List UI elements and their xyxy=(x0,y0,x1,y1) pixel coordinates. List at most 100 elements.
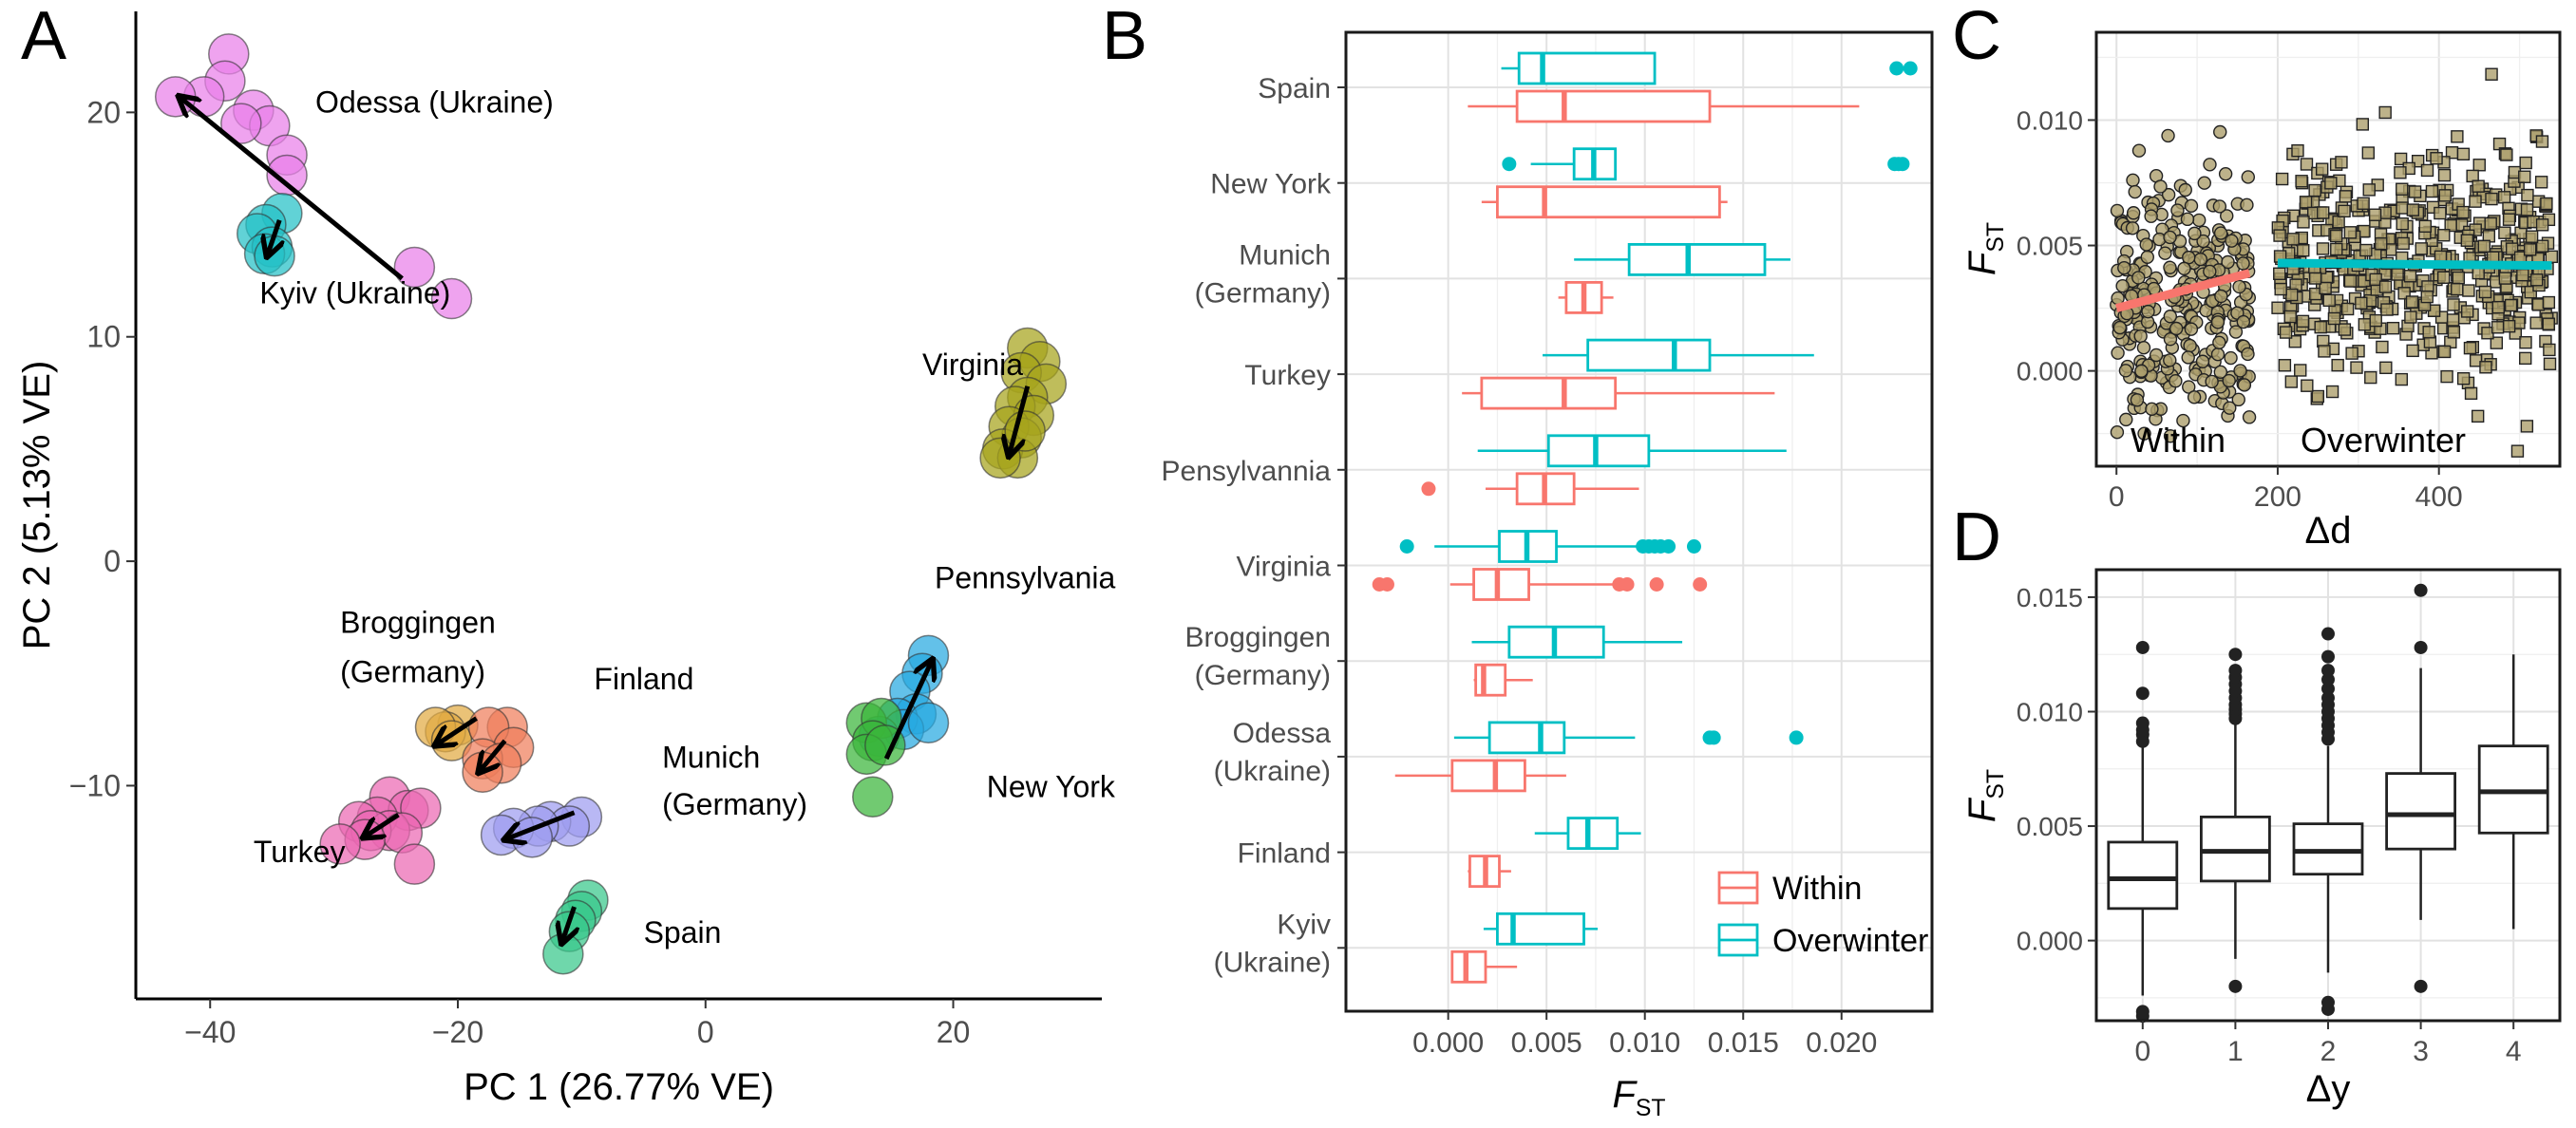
point-overwinter xyxy=(2500,148,2513,161)
x-tick-label: −40 xyxy=(184,1015,236,1049)
point-overwinter xyxy=(2273,229,2286,242)
point-overwinter xyxy=(2440,369,2453,384)
point-overwinter xyxy=(2540,197,2553,211)
point-within xyxy=(2231,392,2245,407)
category-label: Turkey xyxy=(1244,360,1331,391)
box-iqr xyxy=(1480,376,1618,410)
point-overwinter xyxy=(2420,163,2434,178)
point-overwinter xyxy=(2394,166,2407,179)
point-overwinter xyxy=(2406,203,2420,216)
outlier-point xyxy=(2135,640,2150,654)
point-within xyxy=(2163,310,2178,324)
box-iqr xyxy=(1450,949,1487,984)
point-within xyxy=(2177,261,2191,276)
point-within xyxy=(2169,321,2184,336)
outlier-point xyxy=(2414,640,2428,654)
point-overwinter xyxy=(2484,216,2497,231)
point-within xyxy=(2212,199,2227,214)
point-overwinter xyxy=(2469,195,2482,208)
point-overwinter xyxy=(2361,146,2376,160)
point-overwinter xyxy=(2362,183,2376,197)
point-new-york xyxy=(852,776,894,818)
point-kyiv-ukraine- xyxy=(254,235,295,277)
category-label: (Germany) xyxy=(1195,660,1331,691)
arrow-spain xyxy=(562,906,575,943)
group-label: (Germany) xyxy=(662,787,807,821)
point-overwinter xyxy=(2485,67,2498,81)
point-within xyxy=(2141,304,2155,319)
point-finland xyxy=(462,751,503,794)
point-overwinter xyxy=(2434,206,2447,220)
point-overwinter xyxy=(2329,229,2343,243)
point-within xyxy=(2241,170,2256,184)
point-overwinter xyxy=(2403,270,2417,283)
outlier-point xyxy=(1619,577,1635,592)
plot-frame xyxy=(1344,30,1934,1013)
outlier-point xyxy=(1661,539,1676,554)
outlier-point xyxy=(1693,577,1708,592)
point-overwinter xyxy=(2311,389,2325,404)
point-overwinter xyxy=(2437,229,2451,242)
point-overwinter xyxy=(2284,375,2299,388)
point-within xyxy=(2161,187,2176,202)
point-overwinter xyxy=(2356,118,2370,131)
point-overwinter xyxy=(2291,144,2304,158)
point-overwinter xyxy=(2519,335,2532,349)
panel-b-letter: B xyxy=(1102,0,1147,74)
point-overwinter xyxy=(2325,385,2339,399)
point-overwinter xyxy=(2498,272,2512,285)
point-overwinter xyxy=(2406,344,2419,358)
panel-b-fst-boxplots: 0.000 0.005 0.010 0.015 0.020 Spain New York Mu… xyxy=(1162,30,1934,1121)
x-tick-label: 0.000 xyxy=(1412,1027,1484,1059)
annotation-within: Within xyxy=(2131,421,2226,460)
arrow-odessa-ukraine- xyxy=(180,97,404,281)
box-iqr xyxy=(1496,912,1585,946)
point-overwinter xyxy=(2271,301,2284,314)
legend-label: Overwinter xyxy=(1772,923,1928,959)
y-tick-label: 20 xyxy=(86,95,121,129)
point-overwinter xyxy=(2478,285,2492,299)
point-within xyxy=(2126,173,2140,187)
point-overwinter xyxy=(2273,267,2286,280)
point-within xyxy=(2228,325,2244,339)
point-overwinter xyxy=(2456,372,2471,385)
point-within xyxy=(2134,364,2149,378)
point-overwinter xyxy=(2359,243,2373,257)
point-overwinter xyxy=(2437,345,2452,359)
point-overwinter xyxy=(2379,361,2393,374)
point-within xyxy=(2136,341,2151,355)
point-within xyxy=(2178,182,2192,197)
outlier-point xyxy=(2321,627,2335,641)
point-within xyxy=(2193,252,2207,267)
point-within xyxy=(2182,380,2196,394)
arrow-kyiv-ukraine- xyxy=(267,219,279,256)
point-overwinter xyxy=(2460,234,2474,247)
point-overwinter xyxy=(2463,341,2477,355)
point-within xyxy=(2182,250,2196,265)
box-iqr xyxy=(1474,663,1507,697)
x-tick-label: 200 xyxy=(2254,481,2301,513)
point-overwinter xyxy=(2396,217,2409,231)
point-overwinter xyxy=(2529,316,2543,329)
point-overwinter xyxy=(2278,359,2292,372)
point-overwinter xyxy=(2368,208,2382,221)
point-overwinter xyxy=(2285,288,2299,302)
point-within xyxy=(2184,322,2199,336)
point-within xyxy=(2149,348,2164,363)
box-iqr xyxy=(2385,772,2457,851)
point-within xyxy=(2203,264,2217,279)
point-overwinter xyxy=(2350,361,2363,374)
legend-label: Within xyxy=(1772,871,1862,907)
point-overwinter xyxy=(2317,206,2330,219)
point-overwinter xyxy=(2460,305,2474,318)
box-iqr xyxy=(1546,434,1651,468)
box-iqr xyxy=(1472,568,1530,601)
point-overwinter xyxy=(2394,152,2408,166)
point-overwinter xyxy=(2446,313,2460,327)
point-within xyxy=(2197,176,2211,190)
point-overwinter xyxy=(2319,281,2332,295)
point-within xyxy=(2140,250,2154,264)
point-within xyxy=(2137,426,2151,441)
point-overwinter xyxy=(2502,213,2516,226)
point-within xyxy=(2110,203,2125,218)
